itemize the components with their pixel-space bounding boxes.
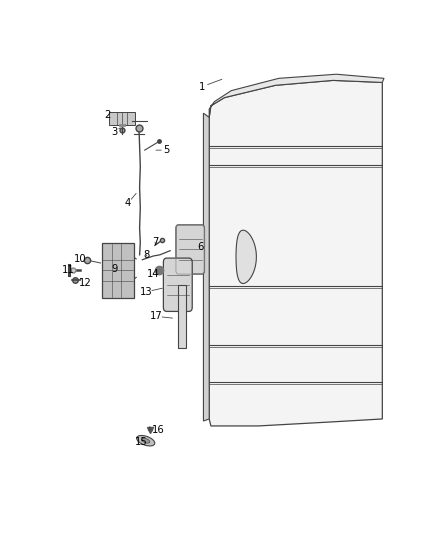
Text: 6: 6 bbox=[198, 241, 204, 252]
Text: 13: 13 bbox=[140, 287, 153, 297]
Polygon shape bbox=[236, 230, 256, 284]
FancyBboxPatch shape bbox=[163, 258, 192, 311]
FancyBboxPatch shape bbox=[178, 285, 187, 348]
FancyBboxPatch shape bbox=[176, 225, 205, 274]
Text: 2: 2 bbox=[104, 110, 110, 120]
Text: 3: 3 bbox=[111, 127, 117, 136]
Ellipse shape bbox=[137, 435, 155, 446]
Text: 17: 17 bbox=[150, 311, 163, 321]
Text: 1: 1 bbox=[199, 82, 205, 92]
Text: 10: 10 bbox=[74, 254, 87, 264]
FancyBboxPatch shape bbox=[102, 243, 134, 298]
FancyBboxPatch shape bbox=[109, 111, 134, 125]
Polygon shape bbox=[203, 113, 209, 421]
Text: 7: 7 bbox=[152, 238, 158, 247]
Text: 14: 14 bbox=[147, 269, 159, 279]
Polygon shape bbox=[209, 74, 384, 117]
Text: 4: 4 bbox=[124, 198, 131, 208]
Polygon shape bbox=[209, 80, 382, 426]
Ellipse shape bbox=[141, 438, 150, 443]
Text: 8: 8 bbox=[143, 250, 149, 260]
Text: 5: 5 bbox=[163, 145, 170, 155]
Text: 9: 9 bbox=[111, 264, 117, 274]
Text: 12: 12 bbox=[79, 278, 92, 288]
Text: 11: 11 bbox=[62, 265, 75, 275]
Text: 16: 16 bbox=[152, 425, 165, 435]
Text: 15: 15 bbox=[135, 438, 148, 447]
